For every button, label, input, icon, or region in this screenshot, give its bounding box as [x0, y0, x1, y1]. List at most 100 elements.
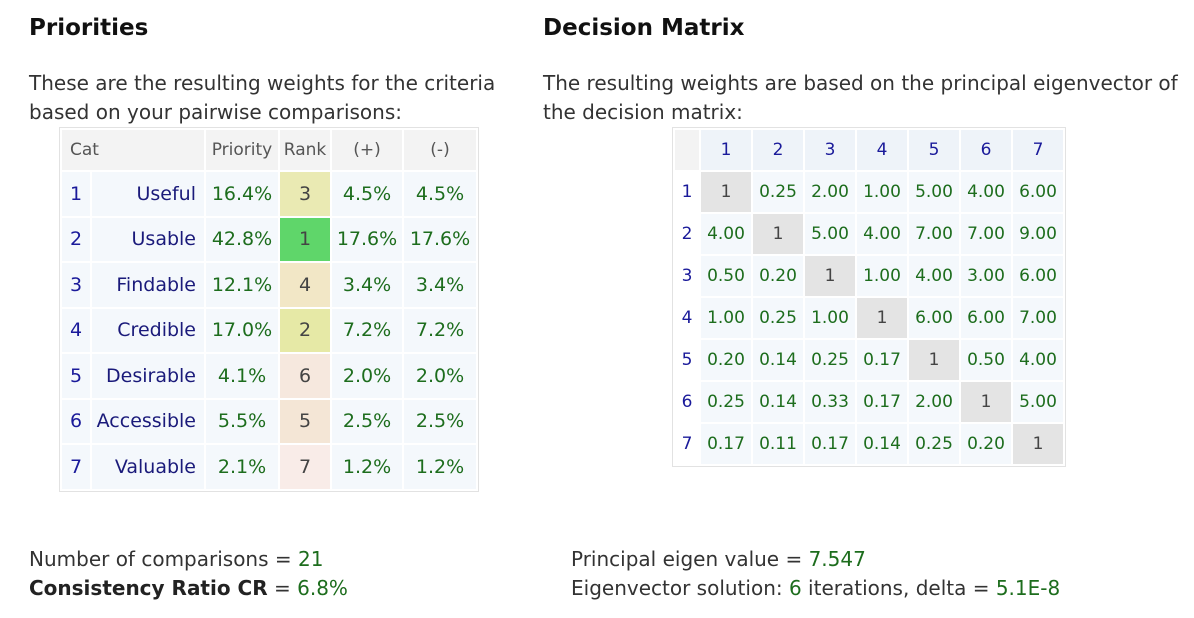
- matrix-row-header: 7: [675, 424, 699, 464]
- matrix-cell: 0.50: [961, 340, 1011, 380]
- matrix-cell: 0.14: [753, 382, 803, 422]
- matrix-row-header: 5: [675, 340, 699, 380]
- priority-row-name: Usable: [92, 217, 204, 261]
- priorities-table-container: Cat Priority Rank (+) (-) 1 Useful 16.4% 3 4…: [59, 127, 479, 492]
- priority-row: 6 Accessible 5.5% 5 2.5% 2.5%: [62, 399, 476, 443]
- priority-row-name: Accessible: [92, 399, 204, 443]
- matrix-cell: 0.25: [753, 172, 803, 212]
- priority-row-minus: 7.2%: [404, 308, 476, 352]
- matrix-col-header: 5: [909, 130, 959, 170]
- matrix-row: 4 1.00 0.25 1.00 1 6.00 6.00 7.00: [675, 298, 1063, 338]
- priority-row-plus: 3.4%: [332, 263, 402, 307]
- matrix-cell: 5.00: [909, 172, 959, 212]
- priority-row-priority: 12.1%: [206, 263, 278, 307]
- priority-row-priority: 5.5%: [206, 399, 278, 443]
- matrix-diagonal-cell: 1: [753, 214, 803, 254]
- priority-row-name: Useful: [92, 172, 204, 216]
- matrix-cell: 0.11: [753, 424, 803, 464]
- matrix-cell: 2.00: [909, 382, 959, 422]
- matrix-row-header: 4: [675, 298, 699, 338]
- priority-row: 1 Useful 16.4% 3 4.5% 4.5%: [62, 172, 476, 216]
- priority-row-priority: 4.1%: [206, 354, 278, 398]
- matrix-cell: 0.17: [805, 424, 855, 464]
- priority-row-plus: 1.2%: [332, 445, 402, 489]
- priority-row-minus: 4.5%: [404, 172, 476, 216]
- matrix-row: 5 0.20 0.14 0.25 0.17 1 0.50 4.00: [675, 340, 1063, 380]
- matrix-diagonal-cell: 1: [701, 172, 751, 212]
- header-plus: (+): [332, 130, 402, 170]
- matrix-cell: 0.20: [961, 424, 1011, 464]
- matrix-cell: 0.14: [753, 340, 803, 380]
- header-rank: Rank: [280, 130, 330, 170]
- delta-value: 5.1E-8: [995, 576, 1061, 600]
- priority-row: 5 Desirable 4.1% 6 2.0% 2.0%: [62, 354, 476, 398]
- header-cat: Cat: [62, 130, 204, 170]
- priority-row-num: 5: [62, 354, 90, 398]
- matrix-col-header: 1: [701, 130, 751, 170]
- priorities-title: Priorities: [29, 15, 149, 41]
- matrix-row: 7 0.17 0.11 0.17 0.14 0.25 0.20 1: [675, 424, 1063, 464]
- matrix-row: 3 0.50 0.20 1 1.00 4.00 3.00 6.00: [675, 256, 1063, 296]
- matrix-cell: 0.25: [701, 382, 751, 422]
- priority-row-num: 6: [62, 399, 90, 443]
- priority-row-minus: 17.6%: [404, 217, 476, 261]
- consistency-ratio: Consistency Ratio CR = 6.8%: [29, 576, 348, 600]
- priority-row-plus: 17.6%: [332, 217, 402, 261]
- priority-row-name: Valuable: [92, 445, 204, 489]
- priority-row-priority: 17.0%: [206, 308, 278, 352]
- matrix-intro-line1: The resulting weights are based on the p…: [543, 71, 1178, 95]
- matrix-col-header: 6: [961, 130, 1011, 170]
- matrix-cell: 0.25: [805, 340, 855, 380]
- matrix-cell: 7.00: [909, 214, 959, 254]
- matrix-cell: 7.00: [1013, 298, 1063, 338]
- matrix-cell: 0.17: [701, 424, 751, 464]
- cr-eq: =: [267, 576, 298, 600]
- matrix-cell: 0.17: [857, 382, 907, 422]
- matrix-cell: 2.00: [805, 172, 855, 212]
- solution-label: Eigenvector solution:: [571, 576, 789, 600]
- matrix-row-header: 6: [675, 382, 699, 422]
- priority-row-num: 4: [62, 308, 90, 352]
- matrix-row: 1 1 0.25 2.00 1.00 5.00 4.00 6.00: [675, 172, 1063, 212]
- priority-row: 3 Findable 12.1% 4 3.4% 3.4%: [62, 263, 476, 307]
- matrix-row-header: 1: [675, 172, 699, 212]
- eigenvector-solution: Eigenvector solution: 6 iterations, delt…: [571, 576, 1060, 600]
- matrix-cell: 1.00: [805, 298, 855, 338]
- priority-row-minus: 2.5%: [404, 399, 476, 443]
- matrix-row-header: 3: [675, 256, 699, 296]
- matrix-diagonal-cell: 1: [961, 382, 1011, 422]
- cr-value: 6.8%: [297, 576, 348, 600]
- priority-row-plus: 2.5%: [332, 399, 402, 443]
- matrix-cell: 0.20: [753, 256, 803, 296]
- matrix-col-header: 7: [1013, 130, 1063, 170]
- priority-row-plus: 2.0%: [332, 354, 402, 398]
- matrix-cell: 0.25: [753, 298, 803, 338]
- priority-row-minus: 1.2%: [404, 445, 476, 489]
- matrix-cell: 4.00: [1013, 340, 1063, 380]
- priority-row-name: Findable: [92, 263, 204, 307]
- comparisons-count: Number of comparisons = 21: [29, 547, 323, 571]
- priority-row-minus: 2.0%: [404, 354, 476, 398]
- header-priority: Priority: [206, 130, 278, 170]
- matrix-cell: 4.00: [909, 256, 959, 296]
- matrix-intro: The resulting weights are based on the p…: [543, 69, 1178, 127]
- priorities-intro-line2: based on your pairwise comparisons:: [29, 100, 402, 124]
- priority-row: 2 Usable 42.8% 1 17.6% 17.6%: [62, 217, 476, 261]
- iterations-text: iterations, delta =: [801, 576, 996, 600]
- priority-row-num: 1: [62, 172, 90, 216]
- header-minus: (-): [404, 130, 476, 170]
- priorities-table: Cat Priority Rank (+) (-) 1 Useful 16.4% 3 4…: [60, 128, 478, 491]
- matrix-cell: 0.25: [909, 424, 959, 464]
- matrix-cell: 6.00: [1013, 172, 1063, 212]
- matrix-cell: 0.20: [701, 340, 751, 380]
- priority-row-plus: 4.5%: [332, 172, 402, 216]
- matrix-title: Decision Matrix: [543, 15, 745, 41]
- matrix-cell: 5.00: [1013, 382, 1063, 422]
- matrix-cell: 4.00: [701, 214, 751, 254]
- priority-row-num: 3: [62, 263, 90, 307]
- priority-row-num: 7: [62, 445, 90, 489]
- matrix-cell: 7.00: [961, 214, 1011, 254]
- matrix-cell: 1.00: [857, 172, 907, 212]
- matrix-cell: 5.00: [805, 214, 855, 254]
